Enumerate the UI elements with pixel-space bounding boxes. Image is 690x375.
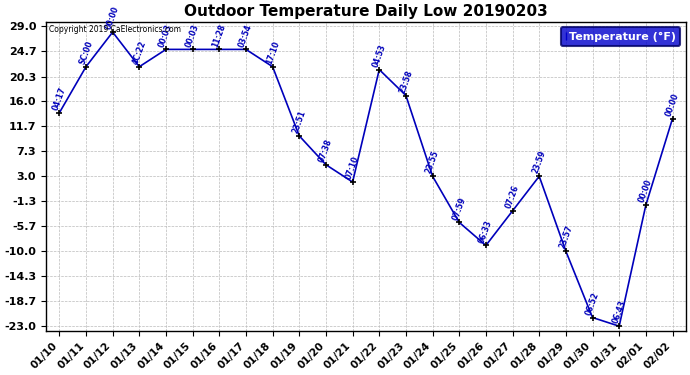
Text: 06:33: 06:33 — [477, 219, 494, 244]
Text: 06:52: 06:52 — [584, 291, 601, 316]
Text: 23:59: 23:59 — [531, 150, 547, 175]
Text: 23:51: 23:51 — [290, 109, 308, 135]
Text: 00:00: 00:00 — [638, 178, 654, 204]
Text: 00:00: 00:00 — [104, 5, 121, 31]
Text: 06:43: 06:43 — [611, 299, 627, 325]
Text: 04:53: 04:53 — [371, 43, 388, 68]
Text: 17:10: 17:10 — [264, 40, 281, 66]
Text: Copyright 2019 CaElectronics.com: Copyright 2019 CaElectronics.com — [49, 25, 181, 34]
Text: 00:03: 00:03 — [157, 22, 175, 48]
Text: 07:26: 07:26 — [504, 184, 521, 210]
Title: Outdoor Temperature Daily Low 20190203: Outdoor Temperature Daily Low 20190203 — [184, 4, 548, 19]
Legend: Temperature (°F): Temperature (°F) — [561, 27, 680, 46]
Text: 23:57: 23:57 — [558, 224, 574, 250]
Text: 00:00: 00:00 — [664, 92, 681, 117]
Text: 07:59: 07:59 — [451, 195, 468, 221]
Text: SC:00: SC:00 — [77, 39, 95, 66]
Text: 03:54: 03:54 — [237, 22, 254, 48]
Text: 00:03: 00:03 — [184, 22, 201, 48]
Text: 07:38: 07:38 — [317, 138, 334, 164]
Text: 04:17: 04:17 — [51, 86, 68, 112]
Text: 23:55: 23:55 — [424, 150, 441, 175]
Text: 07:10: 07:10 — [344, 155, 361, 181]
Text: 23:58: 23:58 — [397, 69, 414, 94]
Text: 4C:22: 4C:22 — [131, 39, 148, 66]
Text: 11:28: 11:28 — [211, 22, 228, 48]
